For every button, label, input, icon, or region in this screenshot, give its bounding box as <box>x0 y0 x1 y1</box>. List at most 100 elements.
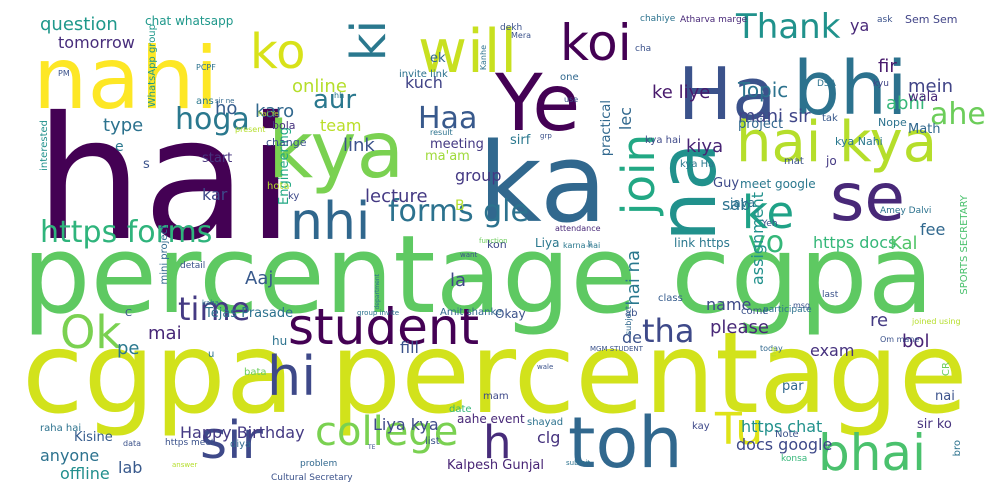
word-161: kyu <box>873 79 889 89</box>
word-73: de <box>622 328 642 347</box>
word-153: chahiye <box>640 14 676 24</box>
word-4: kya <box>268 106 405 196</box>
word-47: tomorrow <box>58 33 135 52</box>
word-185: submit <box>566 459 591 467</box>
word-151: https meet <box>165 438 215 448</box>
word-43: mein <box>908 76 954 97</box>
word-97: Guy <box>713 176 740 191</box>
word-124: kya Ha <box>680 159 715 170</box>
word-72: fill <box>400 338 419 357</box>
word-69: name <box>706 295 752 314</box>
word-105: link https <box>674 236 730 250</box>
word-188: attendance <box>555 224 601 233</box>
word-77: mai <box>148 323 182 344</box>
word-81: clg <box>537 428 561 447</box>
word-96: start <box>202 151 233 166</box>
word-80: Happy Birthday <box>180 423 305 442</box>
word-87: Kisine <box>74 430 113 445</box>
word-71: re <box>870 310 889 331</box>
word-94: sirf <box>510 133 531 148</box>
word-156: Mera <box>511 31 532 40</box>
word-191: e <box>115 139 124 155</box>
word-8: bhi <box>793 46 908 132</box>
word-88: Kalpesh Gunjal <box>447 458 545 473</box>
word-11: ki <box>341 20 397 62</box>
word-5: nahi <box>33 29 219 129</box>
word-169: function <box>479 237 508 245</box>
word-70: please <box>710 317 769 338</box>
word-184: answer <box>172 461 198 469</box>
word-83: lab <box>118 458 143 477</box>
word-140: come <box>741 306 769 317</box>
word-126: hota <box>267 181 290 192</box>
word-110: Math <box>908 122 941 137</box>
word-163: use <box>564 95 579 104</box>
word-122: tak <box>822 113 838 124</box>
word-82: anyone <box>40 446 100 465</box>
word-48: ho <box>215 98 238 119</box>
word-193: B <box>455 198 465 214</box>
word-24: Ok <box>60 306 122 359</box>
word-91: sir ko <box>917 417 952 432</box>
word-19: student <box>288 298 480 356</box>
word-181: kaha <box>202 299 219 307</box>
word-20: college <box>315 409 459 455</box>
word-33: vo <box>748 225 785 260</box>
word-194: cha <box>635 44 652 54</box>
word-45: abhi <box>886 93 925 114</box>
word-18: bhai <box>818 424 926 482</box>
word-179: Om mane <box>880 335 920 344</box>
word-89: par <box>782 379 804 394</box>
word-190: hai Ye <box>258 110 279 118</box>
word-76: pe <box>117 338 140 359</box>
word-15: hai kya <box>736 110 938 175</box>
word-22: hi <box>267 345 317 408</box>
word-79: Liya kya <box>373 415 439 434</box>
word-2: cgpa percentage <box>22 309 968 439</box>
word-65: Kal <box>890 233 918 254</box>
word-142: ab <box>625 308 638 319</box>
word-111: wala <box>908 90 939 105</box>
word-28: Thank <box>736 7 841 47</box>
word-68: hai na <box>623 250 644 306</box>
word-187: department <box>374 274 381 310</box>
word-143: last <box>822 290 839 300</box>
word-171: participate <box>763 305 812 315</box>
word-112: Nope <box>878 116 907 129</box>
word-159: PM <box>58 69 70 78</box>
word-139: diya <box>230 439 252 450</box>
word-116: one <box>560 72 579 83</box>
word-12: koi <box>560 14 632 72</box>
word-141: class <box>658 293 683 304</box>
word-9: toh <box>568 402 683 484</box>
word-57: group <box>455 166 502 185</box>
word-162: hh <box>334 91 345 100</box>
word-17: sir <box>200 411 263 471</box>
word-154: ask <box>877 15 893 25</box>
word-90: nai <box>935 389 955 404</box>
word-95: practical <box>599 100 614 157</box>
word-174: karna hai <box>563 241 601 250</box>
word-40: online <box>292 76 347 97</box>
word-150: problem <box>300 459 338 469</box>
word-182: group invite <box>357 309 400 317</box>
word-30: Haa <box>418 101 478 136</box>
word-152: Atharva marge <box>680 15 748 25</box>
word-147: bro <box>952 440 963 457</box>
word-66: Aaj <box>245 268 274 289</box>
word-137: Note <box>775 429 799 440</box>
word-67: la <box>450 270 467 291</box>
word-172: msg <box>793 301 811 310</box>
word-192: s <box>143 157 150 172</box>
word-135: shayad <box>527 417 564 428</box>
word-52: link <box>343 135 375 156</box>
word-1: percentage cgpa <box>22 213 934 338</box>
word-118: invite link <box>399 69 448 80</box>
word-125: ky <box>288 191 300 202</box>
word-131: date <box>449 404 472 415</box>
word-93: meeting <box>430 137 484 152</box>
word-14: se <box>830 159 905 236</box>
word-26: https forms <box>40 215 213 250</box>
word-129: u <box>208 349 215 360</box>
word-103: Okay <box>495 307 526 321</box>
